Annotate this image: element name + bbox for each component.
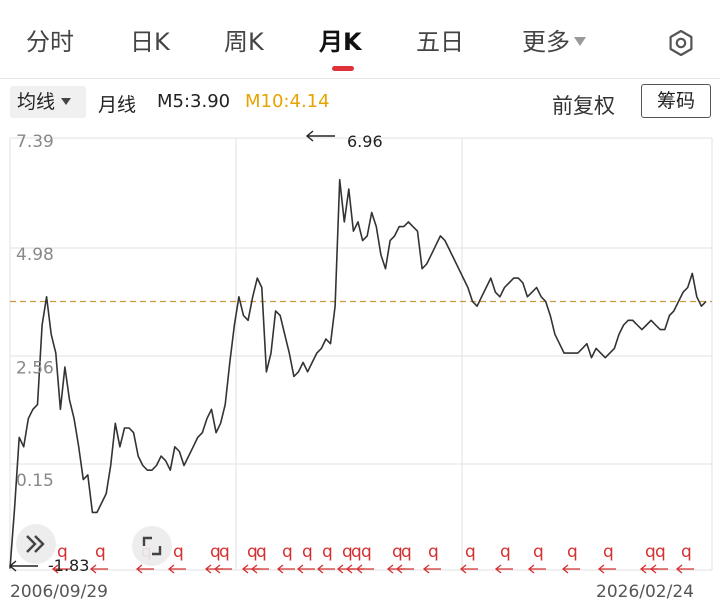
svg-text:q: q bbox=[603, 542, 614, 562]
svg-text:q: q bbox=[247, 542, 258, 562]
event-marker-icon[interactable]: q bbox=[89, 542, 108, 574]
svg-text:q: q bbox=[351, 542, 362, 562]
event-marker-icon[interactable]: q bbox=[675, 542, 694, 574]
tab-divider bbox=[0, 78, 720, 79]
y-tick-label: 4.98 bbox=[16, 245, 54, 265]
fullscreen-icon bbox=[142, 536, 162, 556]
price-line bbox=[9, 178, 707, 569]
svg-text:q: q bbox=[256, 542, 267, 562]
period-tab-bar: 分时 日K 周K 月K 五日 更多 bbox=[0, 0, 720, 78]
event-marker-icon[interactable]: q bbox=[250, 542, 269, 574]
y-tick-label: 2.56 bbox=[16, 358, 54, 378]
svg-text:q: q bbox=[95, 542, 106, 562]
tab-five-day[interactable]: 五日 bbox=[416, 28, 464, 56]
max-price-marker: 6.96 bbox=[305, 130, 383, 151]
svg-text:q: q bbox=[567, 542, 578, 562]
chevron-down-icon bbox=[61, 98, 72, 105]
ma-selector[interactable]: 均线 bbox=[10, 86, 86, 118]
event-marker-icon[interactable]: q bbox=[422, 542, 441, 574]
svg-text:q: q bbox=[392, 542, 403, 562]
tab-intraday[interactable]: 分时 bbox=[26, 28, 74, 56]
y-axis-ticks: 7.39 4.98 2.56 0.15 bbox=[16, 132, 54, 491]
ma10-value: M10:4.14 bbox=[245, 91, 330, 112]
svg-text:q: q bbox=[465, 542, 476, 562]
event-marker-icon[interactable]: q bbox=[51, 542, 70, 574]
end-date: 2026/02/24 bbox=[596, 582, 694, 602]
min-price-marker: -1.83 bbox=[8, 556, 89, 575]
event-marker-icon[interactable]: q bbox=[316, 542, 335, 574]
event-marker-icon[interactable]: q bbox=[561, 542, 580, 574]
chart-grid bbox=[9, 137, 713, 571]
y-tick-label: 0.15 bbox=[16, 471, 54, 491]
svg-text:q: q bbox=[302, 542, 313, 562]
event-marker-icon[interactable]: q bbox=[649, 542, 668, 574]
tab-more-label: 更多 bbox=[522, 28, 570, 56]
svg-text:q: q bbox=[428, 542, 439, 562]
event-marker-icon[interactable]: q bbox=[459, 542, 478, 574]
svg-text:q: q bbox=[655, 542, 666, 562]
fullscreen-button[interactable] bbox=[132, 526, 172, 566]
tab-daily-k[interactable]: 日K bbox=[130, 28, 170, 56]
event-marker-icon[interactable]: q bbox=[597, 542, 616, 574]
svg-text:q: q bbox=[401, 542, 412, 562]
svg-text:q: q bbox=[173, 542, 184, 562]
y-tick-label: 7.39 bbox=[16, 132, 54, 152]
svg-text:q: q bbox=[57, 542, 68, 562]
event-marker-icon[interactable]: q bbox=[355, 542, 374, 574]
double-chevron-right-icon bbox=[26, 535, 45, 553]
chips-button[interactable]: 筹码 bbox=[641, 84, 711, 118]
svg-text:q: q bbox=[361, 542, 372, 562]
tab-monthly-k[interactable]: 月K bbox=[319, 28, 362, 56]
ma-selector-label: 均线 bbox=[17, 91, 56, 113]
kline-chart[interactable]: 7.394.982.560.15 q q q qq qq q q q qq q qq q q q q q q q q… bbox=[0, 125, 720, 580]
event-marker-icon[interactable]: q bbox=[395, 542, 414, 574]
svg-text:q: q bbox=[342, 542, 353, 562]
start-date: 2006/09/29 bbox=[10, 582, 108, 602]
svg-text:q: q bbox=[500, 542, 511, 562]
adjust-mode-selector[interactable]: 前复权 bbox=[552, 94, 615, 118]
tab-more[interactable]: 更多 bbox=[522, 22, 586, 57]
svg-text:q: q bbox=[533, 542, 544, 562]
svg-text:q: q bbox=[219, 542, 230, 562]
chevron-down-icon bbox=[574, 37, 586, 46]
max-price-label: 6.96 bbox=[347, 132, 383, 151]
event-marker-icon[interactable]: q bbox=[167, 542, 186, 574]
ma5-value: M5:3.90 bbox=[157, 91, 231, 112]
expand-chart-button[interactable] bbox=[16, 524, 56, 564]
gear-icon[interactable] bbox=[668, 30, 694, 56]
event-marker-icon[interactable]: q bbox=[213, 542, 232, 574]
svg-text:q: q bbox=[645, 542, 656, 562]
min-price-label: -1.83 bbox=[48, 556, 89, 575]
event-marker-icon[interactable]: q bbox=[276, 542, 295, 574]
tab-weekly-k[interactable]: 周K bbox=[224, 28, 264, 56]
event-marker-icon[interactable]: q bbox=[527, 542, 546, 574]
svg-text:q: q bbox=[210, 542, 221, 562]
event-marker-icon[interactable]: q bbox=[296, 542, 315, 574]
period-label: 月线 bbox=[98, 94, 137, 116]
svg-text:q: q bbox=[322, 542, 333, 562]
svg-text:q: q bbox=[282, 542, 293, 562]
event-marker-icon[interactable]: q bbox=[494, 542, 513, 574]
active-tab-indicator bbox=[332, 66, 354, 71]
svg-text:q: q bbox=[681, 542, 692, 562]
